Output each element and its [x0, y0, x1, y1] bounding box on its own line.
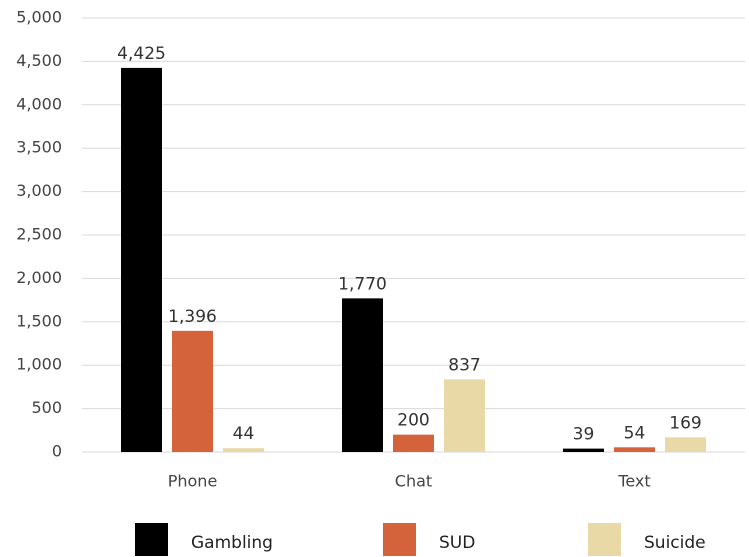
y-tick-label: 500	[31, 398, 62, 417]
value-label: 54	[624, 423, 646, 443]
y-tick-label: 4,000	[16, 94, 62, 113]
bar	[223, 448, 264, 452]
x-tick-label: Phone	[168, 472, 218, 491]
bar	[121, 67, 162, 452]
value-label: 837	[448, 355, 480, 375]
value-label: 169	[669, 413, 701, 433]
y-tick-label: 2,500	[16, 225, 62, 244]
bar	[444, 379, 485, 452]
bar	[172, 330, 213, 452]
value-label: 4,425	[117, 44, 166, 64]
y-tick-label: 1,500	[16, 311, 62, 330]
bar	[563, 448, 604, 452]
value-label: 44	[233, 424, 255, 444]
bar	[614, 447, 655, 452]
value-label: 1,770	[338, 274, 387, 294]
value-label: 1,396	[168, 307, 217, 327]
y-tick-label: 1,000	[16, 355, 62, 374]
value-label: 200	[397, 411, 429, 431]
y-tick-label: 4,500	[16, 51, 62, 70]
y-tick-label: 3,000	[16, 181, 62, 200]
x-tick-label: Chat	[395, 472, 432, 491]
legend-swatch	[135, 523, 168, 556]
y-tick-label: 2,000	[16, 268, 62, 287]
y-tick-label: 5,000	[16, 8, 62, 27]
legend-label: Gambling	[191, 533, 273, 553]
bar	[665, 437, 706, 452]
legend-label: Suicide	[644, 533, 706, 553]
legend-label: SUD	[439, 533, 475, 553]
legend-swatch	[588, 523, 621, 556]
x-tick-label: Text	[617, 472, 650, 491]
value-label: 39	[573, 425, 595, 445]
y-tick-label: 0	[52, 442, 62, 461]
bar	[393, 434, 434, 452]
bar	[342, 298, 383, 452]
y-tick-label: 3,500	[16, 138, 62, 157]
legend-swatch	[383, 523, 416, 556]
